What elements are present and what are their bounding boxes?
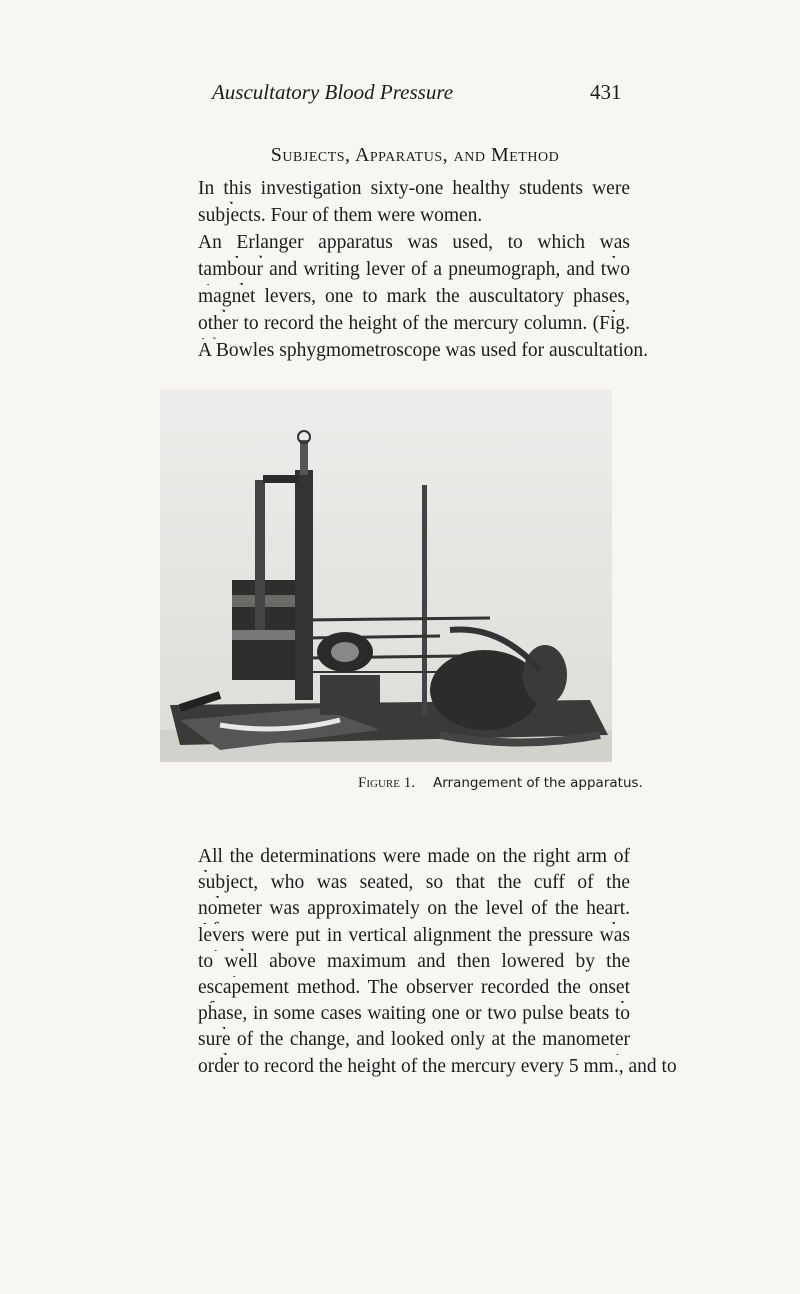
- figure-image: [160, 390, 612, 762]
- text-line: phase, in some cases waiting one or two …: [198, 1003, 630, 1029]
- text-line: nometer was approximately on the level o…: [198, 898, 630, 924]
- text-line: magnet levers, one to mark the auscultat…: [198, 286, 630, 312]
- figure-label: Figure 1.: [358, 775, 415, 791]
- text-line: subjects. Four of them were women.: [198, 205, 483, 226]
- figure-caption: Arrangement of the apparatus.: [433, 775, 643, 791]
- running-title: Auscultatory Blood Pressure: [211, 80, 454, 104]
- text-line: levers were put in vertical alignment th…: [198, 924, 630, 951]
- text-line: An Erlanger apparatus was used, to which…: [198, 232, 630, 258]
- text-line: tambour and writing lever of a pneumogra…: [198, 259, 630, 285]
- text-line: to well above maximum and then lowered b…: [198, 950, 630, 977]
- text-line: other to record the height of the mercur…: [198, 313, 630, 339]
- text-line: escapement method. The observer recorded…: [198, 977, 630, 1003]
- text-line: order to record the height of the mercur…: [198, 1055, 677, 1077]
- text-line: subject, who was seated, so that the cuf…: [198, 872, 630, 898]
- text-line: All the determinations were made on the …: [198, 846, 630, 872]
- page-number: 431: [590, 80, 622, 104]
- text-line: In this investigation sixty-one healthy …: [198, 178, 630, 204]
- text-line: sure of the change, and looked only at t…: [198, 1029, 630, 1055]
- section-heading: Subjects, Apparatus, and Method: [270, 144, 560, 166]
- text-line: A Bowles sphygmometroscope was used for …: [198, 340, 649, 361]
